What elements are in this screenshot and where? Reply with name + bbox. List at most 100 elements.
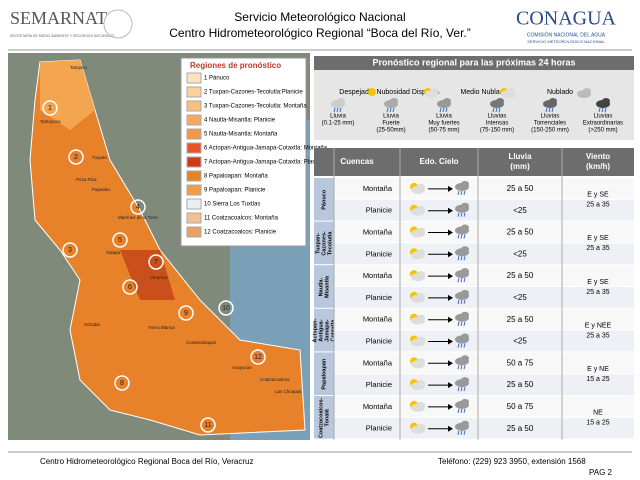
cuenca-name: Nautla- Misantla: [318, 275, 330, 298]
cloud-icon: [461, 420, 469, 427]
footer-phone: Teléfono: (229) 923 3950, extensión 1568: [438, 457, 586, 466]
region-number: 7: [154, 259, 158, 266]
legend-item: 4 Nautla-Misantla: Planicie: [204, 118, 276, 124]
rain-value: <25: [513, 249, 527, 258]
cuenca-text: Cotaxtla: [330, 319, 336, 342]
rain-label: Fuerte: [382, 121, 400, 127]
region-marker: [218, 300, 234, 316]
legend-item: 5 Nautla-Misantla: Montaña: [204, 132, 278, 138]
rain-icon: [442, 107, 445, 113]
cuenca-text: Tonalá: [324, 408, 330, 426]
rain-label: (150-250 mm): [531, 128, 569, 134]
legend-swatch: [186, 184, 202, 196]
cloud-icon: [417, 205, 425, 212]
row-bg: [334, 287, 634, 308]
cuenca-cell: [314, 265, 334, 308]
table-header: Cuencas: [340, 157, 374, 166]
wind: NE: [593, 410, 603, 417]
rain-icon: [457, 190, 460, 196]
rain-icon: [460, 430, 463, 435]
legend-item: 10 Sierra Los Tuxtlas: [204, 202, 260, 208]
zone: Planicie: [366, 336, 392, 345]
rain-label: Extraordinarias: [583, 121, 623, 127]
wind: E y NE: [587, 366, 609, 373]
rain-icon: [457, 321, 460, 326]
row-bg: [334, 308, 634, 330]
region-number: 4: [136, 204, 140, 211]
rain-icon: [457, 365, 460, 370]
rain-value: 25 a 50: [507, 271, 534, 280]
wind: 25 a 35: [586, 245, 609, 252]
cloud-icon: [461, 268, 469, 275]
row-bg: [334, 265, 634, 286]
forecast-title: Pronóstico regional para las próximas 24…: [372, 57, 575, 67]
wind: 25 a 35: [586, 332, 609, 339]
wind: E y SE: [587, 192, 609, 199]
row-bg: [334, 417, 634, 439]
rain-icon: [598, 107, 601, 113]
rain-label: (75-150 mm): [480, 128, 514, 134]
table-header: Viento: [586, 152, 610, 161]
place-label: Tierra Blanca: [148, 325, 175, 330]
rain-label: (>250 mm): [588, 128, 617, 134]
footer-page: PAG 2: [589, 468, 613, 477]
row-bg: [334, 374, 634, 395]
region-number: 8: [120, 380, 124, 387]
cloud-icon: [461, 355, 469, 362]
arrow-head: [448, 382, 453, 389]
region-marker: [62, 242, 78, 258]
zone: Montaña: [363, 358, 393, 367]
wind: 25 a 35: [586, 202, 609, 209]
rain-label: Lluvias: [541, 114, 560, 120]
region-marker: [42, 100, 58, 116]
legend-item: 2 Tuxpan-Cazones-Tecolutla:Planicie: [204, 90, 303, 96]
row-bg: [334, 352, 634, 374]
rain-value: <25: [513, 206, 527, 215]
region-number: 9: [184, 310, 188, 317]
region-marker: [68, 149, 84, 165]
place-label: Tampico: [70, 65, 87, 70]
legend-swatch: [186, 142, 202, 154]
rain-label: Intensas: [486, 121, 509, 127]
region-marker: [178, 305, 194, 321]
rain-icon: [495, 107, 498, 113]
place-label: Tuxpan: [92, 155, 107, 160]
zone: Montaña: [363, 315, 393, 324]
cuenca-cell: [314, 308, 334, 352]
zone: Montaña: [363, 402, 393, 411]
rain-icon: [463, 212, 466, 217]
rain-icon: [460, 256, 463, 261]
row-bg: [334, 199, 634, 221]
rain-value: 25 a 50: [507, 315, 534, 324]
legend-title: Regiones de pronóstico: [190, 61, 281, 70]
rain-icon: [498, 107, 501, 113]
wind: E y SE: [587, 279, 609, 286]
row-bg: [334, 330, 634, 352]
table-header: Edo. Cielo: [419, 157, 458, 166]
place-label: Poza Rica: [76, 177, 97, 182]
map-legend: [180, 57, 307, 247]
rain-label: Lluvias: [594, 114, 613, 120]
rain-icon: [551, 107, 554, 113]
rain-icon: [339, 107, 342, 113]
row-bg: [334, 178, 634, 199]
wind: 25 a 35: [586, 289, 609, 296]
legend-swatch: [186, 170, 202, 182]
rain-icon: [460, 343, 463, 348]
sky-label: Medio Nublado: [460, 89, 507, 96]
region-shade: [40, 60, 95, 130]
rain-icon: [463, 365, 466, 370]
cuenca-name: Tuxpan- Cazones- Tecolutla: [315, 231, 333, 256]
region-number: 12: [254, 354, 262, 361]
rain-value: 25 a 50: [507, 228, 534, 237]
cuenca-text: Tecolutla: [327, 231, 333, 256]
cloud-icon: [417, 401, 425, 408]
region-number: 6: [128, 284, 132, 291]
legend-item: 9 Papaloapan: Planicie: [204, 188, 266, 194]
cuenca-text: Coatzacoalcos-: [318, 397, 324, 438]
cloud-icon: [417, 423, 425, 430]
wind: 15 a 25: [586, 420, 609, 427]
veracruz-state: [29, 59, 306, 436]
region-number: 3: [68, 247, 72, 254]
rain-value: 25 a 50: [507, 380, 534, 389]
